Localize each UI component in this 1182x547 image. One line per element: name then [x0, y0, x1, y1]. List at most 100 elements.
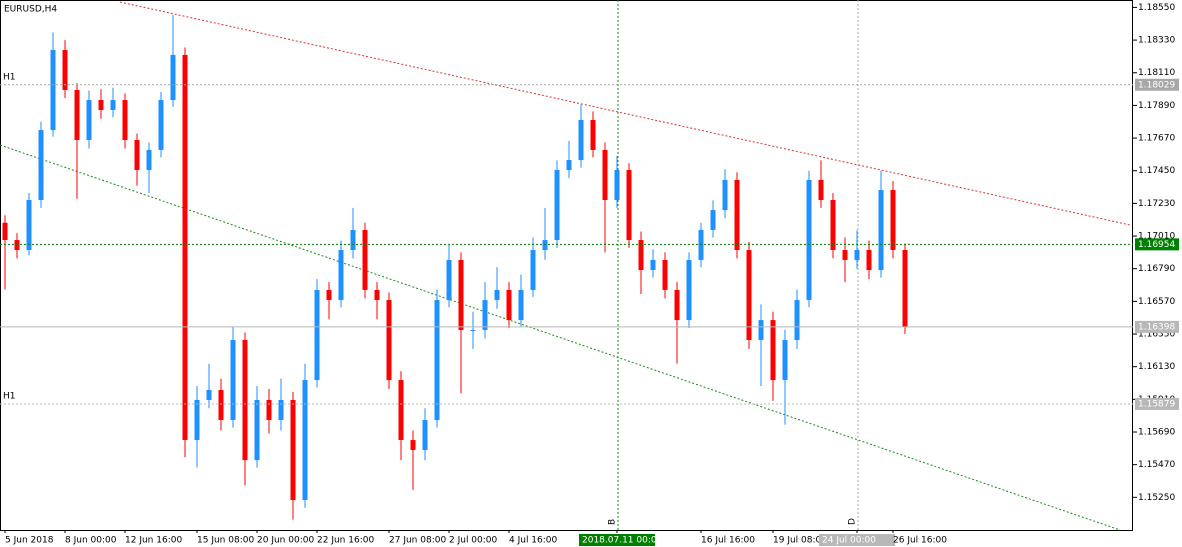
candle-body: [410, 440, 416, 450]
x-tick-label: 27 Jun 08:00: [389, 536, 446, 546]
candle-body: [470, 330, 476, 332]
candle-body: [890, 190, 896, 251]
candle-body: [50, 50, 56, 131]
x-tick-label: 5 Jun 2018: [5, 536, 54, 546]
x-tick-label: 24 Jul 00:00: [822, 536, 876, 546]
x-tick-label: 16 Jul 16:00: [701, 536, 755, 546]
candle-body: [158, 100, 164, 150]
price-label-box: [1135, 320, 1179, 333]
y-tick-label: 1.15470: [1138, 460, 1175, 470]
price-label-box: [1135, 238, 1179, 251]
candle-body: [458, 259, 464, 331]
x-tick-label: 8 Jun 00:00: [65, 536, 117, 546]
x-tick-label: 15 Jun 08:00: [197, 536, 254, 546]
plot-frame: [0, 0, 1133, 531]
candle-body: [386, 300, 392, 381]
price-label: 1.18029: [1138, 80, 1175, 90]
candle-body: [266, 399, 272, 420]
candle-body: [302, 380, 308, 501]
y-tick-label: 1.17230: [1138, 199, 1175, 209]
candle-body: [482, 300, 488, 331]
x-tick-label: 22 Jun 16:00: [317, 536, 374, 546]
candle-body: [206, 390, 212, 400]
x-tick-label: 19 Jul 08:00: [773, 536, 827, 546]
candle-body: [314, 289, 320, 381]
candle-body: [422, 419, 428, 450]
trend-line: [119, 1, 1131, 226]
x-tick-label: 4 Jul 16:00: [509, 536, 558, 546]
candle-body: [602, 149, 608, 200]
candle-body: [854, 250, 860, 260]
marker-label: B: [608, 519, 618, 525]
y-tick-label: 1.17890: [1138, 101, 1175, 111]
candle-body: [554, 169, 560, 241]
x-tick-label: 20 Jun 00:00: [257, 536, 314, 546]
y-tick-label: 1.15690: [1138, 428, 1175, 438]
y-tick-label: 1.17670: [1138, 134, 1175, 144]
candle-body: [122, 100, 128, 140]
price-label: 1.15879: [1138, 399, 1175, 409]
level-tag: H1: [3, 391, 16, 401]
candle-body: [878, 190, 884, 271]
candle-body: [326, 289, 332, 301]
marker-label: D: [848, 518, 858, 525]
candle-body: [638, 240, 644, 271]
candle-body: [254, 399, 260, 461]
candle-body: [230, 339, 236, 420]
y-tick-label: 1.16790: [1138, 264, 1175, 274]
candle-body: [362, 229, 368, 290]
candle-body: [782, 339, 788, 381]
candle-body: [350, 229, 356, 251]
candle-body: [578, 119, 584, 161]
candle-body: [110, 100, 116, 111]
candle-body: [842, 250, 848, 260]
candle-body: [374, 289, 380, 301]
level-tag: H1: [3, 72, 16, 82]
candle-body: [194, 399, 200, 441]
candle-body: [446, 259, 452, 301]
candle-body: [62, 50, 68, 90]
x-label-box: [579, 534, 655, 546]
candle-body: [770, 320, 776, 381]
y-tick-label: 1.18330: [1138, 36, 1175, 46]
candle-body: [86, 100, 92, 140]
candle-body: [734, 179, 740, 251]
candle-body: [902, 250, 908, 327]
x-tick-label: 2018.07.11 00:00: [582, 536, 663, 546]
candle-body: [494, 289, 500, 301]
candle-body: [434, 300, 440, 420]
y-tick-label: 1.16570: [1138, 297, 1175, 307]
candle-body: [290, 399, 296, 501]
candle-body: [338, 250, 344, 301]
x-tick-label: 2 Jul 00:00: [449, 536, 498, 546]
candle-body: [710, 210, 716, 230]
y-tick-label: 1.16350: [1138, 330, 1175, 340]
x-tick-label: 26 Jul 16:00: [893, 536, 947, 546]
candle-body: [134, 139, 140, 170]
candle-body: [182, 54, 188, 441]
candle-body: [686, 259, 692, 321]
candle-body: [674, 289, 680, 321]
candle-body: [626, 169, 632, 241]
y-tick-label: 1.17450: [1138, 166, 1175, 176]
candle-body: [590, 119, 596, 150]
x-label-box: [819, 534, 895, 546]
candle-body: [818, 179, 824, 200]
price-label-box: [1135, 78, 1179, 91]
y-tick-label: 1.17010: [1138, 232, 1175, 242]
candle-body: [74, 89, 80, 140]
candle-body: [866, 250, 872, 271]
candle-body: [26, 199, 32, 251]
price-label-box: [1135, 397, 1179, 410]
candle-body: [506, 289, 512, 321]
price-label: 1.16398: [1138, 322, 1175, 332]
candle-body: [566, 160, 572, 170]
y-tick-label: 1.15250: [1138, 493, 1175, 503]
chart-title: EURUSD,H4: [4, 5, 57, 15]
candle-body: [530, 250, 536, 290]
candle-body: [98, 100, 104, 111]
candle-body: [2, 222, 8, 241]
candle-body: [38, 130, 44, 200]
candle-body: [830, 199, 836, 251]
